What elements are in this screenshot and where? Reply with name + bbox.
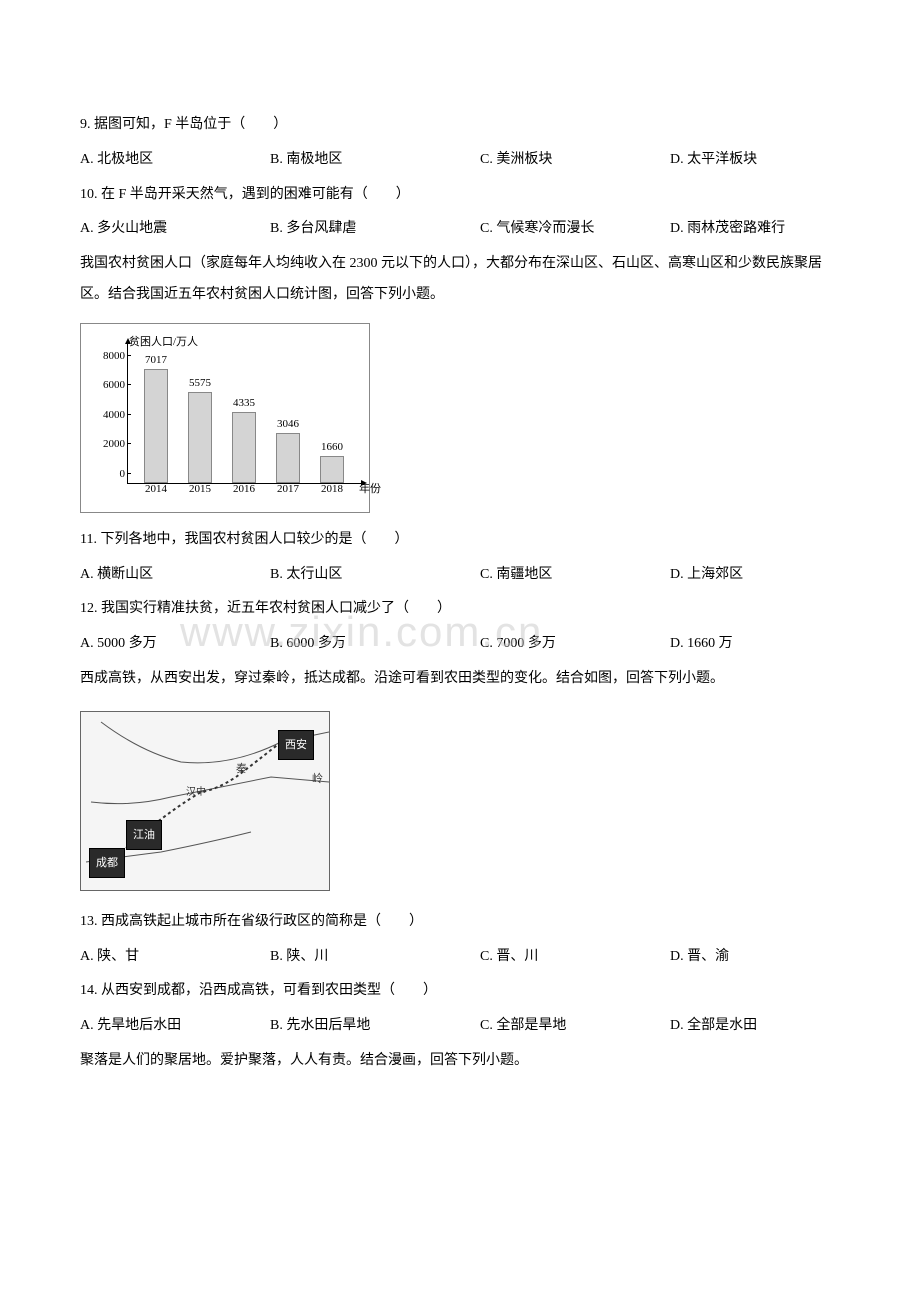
map-label-ling: 岭: [312, 767, 323, 791]
x-axis-category: 2015: [178, 477, 222, 501]
chart-y-axis: 8000 6000 4000 2000 0: [89, 350, 127, 480]
q11-option-b: B. 太行山区: [270, 560, 480, 591]
q14-option-d: D. 全部是水田: [670, 1011, 840, 1042]
q9-options: A. 北极地区 B. 南极地区 C. 美洲板块 D. 太平洋板块: [80, 145, 840, 176]
q13-text: 13. 西成高铁起止城市所在省级行政区的简称是（ ）: [80, 907, 840, 938]
bar: [232, 412, 256, 482]
q10-option-d: D. 雨林茂密路难行: [670, 214, 840, 245]
bar: [188, 392, 212, 483]
q11-options: A. 横断山区 B. 太行山区 C. 南疆地区 D. 上海郊区: [80, 560, 840, 591]
q10-text: 10. 在 F 半岛开采天然气，遇到的困难可能有（ ）: [80, 180, 840, 211]
bar-value-label: 5575: [189, 377, 211, 390]
bar-value-label: 1660: [321, 441, 343, 454]
q9-option-a: A. 北极地区: [80, 145, 270, 176]
map-label-jiangyou: 江油: [126, 820, 162, 850]
q14-option-c: C. 全部是旱地: [480, 1011, 670, 1042]
bar-group: 3046: [266, 418, 310, 483]
q11-option-d: D. 上海郊区: [670, 560, 840, 591]
q10-option-b: B. 多台风肆虐: [270, 214, 480, 245]
q14-option-b: B. 先水田后旱地: [270, 1011, 480, 1042]
chart-x-axis-label: 年份: [359, 477, 381, 501]
q12-option-b: B. 6000 多万: [270, 629, 480, 660]
map-label-hanzhong: 汉中: [186, 782, 206, 804]
q9-option-b: B. 南极地区: [270, 145, 480, 176]
poverty-bar-chart: 贫困人口/万人 8000 6000 4000 2000 0 7017557543…: [80, 323, 370, 513]
y-tick: 0: [120, 468, 126, 480]
y-tick: 4000: [103, 409, 125, 421]
q13-option-d: D. 晋、渝: [670, 942, 840, 973]
q13-option-c: C. 晋、川: [480, 942, 670, 973]
intro-paragraph-2: 西成高铁，从西安出发，穿过秦岭，抵达成都。沿途可看到农田类型的变化。结合如图，回…: [80, 664, 840, 695]
q9-option-c: C. 美洲板块: [480, 145, 670, 176]
x-axis-category: 2018: [310, 477, 354, 501]
q12-option-d: D. 1660 万: [670, 629, 840, 660]
q12-text: 12. 我国实行精准扶贫，近五年农村贫困人口减少了（ ）: [80, 594, 840, 625]
x-axis-category: 2014: [134, 477, 178, 501]
bar: [144, 369, 168, 483]
x-axis-category: 2017: [266, 477, 310, 501]
bar-value-label: 3046: [277, 418, 299, 431]
intro-paragraph-3: 聚落是人们的聚居地。爱护聚落，人人有责。结合漫画，回答下列小题。: [80, 1046, 840, 1077]
map-label-chengdu: 成都: [89, 848, 125, 878]
q12-option-a: A. 5000 多万: [80, 629, 270, 660]
x-axis-category: 2016: [222, 477, 266, 501]
q14-text: 14. 从西安到成都，沿西成高铁，可看到农田类型（ ）: [80, 976, 840, 1007]
q13-option-b: B. 陕、川: [270, 942, 480, 973]
q11-option-a: A. 横断山区: [80, 560, 270, 591]
q12-options: A. 5000 多万 B. 6000 多万 C. 7000 多万 D. 1660…: [80, 629, 840, 660]
q13-option-a: A. 陕、甘: [80, 942, 270, 973]
q14-options: A. 先旱地后水田 B. 先水田后旱地 C. 全部是旱地 D. 全部是水田: [80, 1011, 840, 1042]
bar-group: 7017: [134, 354, 178, 483]
bar: [276, 433, 300, 482]
bar-group: 4335: [222, 397, 266, 483]
y-tick: 8000: [103, 350, 125, 362]
q10-option-c: C. 气候寒冷而漫长: [480, 214, 670, 245]
q10-options: A. 多火山地震 B. 多台风肆虐 C. 气候寒冷而漫长 D. 雨林茂密路难行: [80, 214, 840, 245]
q14-option-a: A. 先旱地后水田: [80, 1011, 270, 1042]
rail-map: 西安 秦 岭 汉中 江油 成都: [80, 711, 330, 891]
y-tick: 6000: [103, 379, 125, 391]
chart-bars-area: 7017557543353046166020142015201620172018…: [127, 344, 361, 484]
y-tick: 2000: [103, 438, 125, 450]
bar-value-label: 4335: [233, 397, 255, 410]
bar-value-label: 7017: [145, 354, 167, 367]
map-label-xian: 西安: [278, 730, 314, 760]
q13-options: A. 陕、甘 B. 陕、川 C. 晋、川 D. 晋、渝: [80, 942, 840, 973]
q11-option-c: C. 南疆地区: [480, 560, 670, 591]
intro-paragraph-1: 我国农村贫困人口（家庭每年人均纯收入在 2300 元以下的人口），大都分布在深山…: [80, 249, 840, 311]
bar-group: 5575: [178, 377, 222, 483]
q11-text: 11. 下列各地中，我国农村贫困人口较少的是（ ）: [80, 525, 840, 556]
map-label-qin: 秦: [236, 757, 247, 781]
q12-option-c: C. 7000 多万: [480, 629, 670, 660]
q10-option-a: A. 多火山地震: [80, 214, 270, 245]
q9-text: 9. 据图可知，F 半岛位于（ ）: [80, 110, 840, 141]
q9-option-d: D. 太平洋板块: [670, 145, 840, 176]
